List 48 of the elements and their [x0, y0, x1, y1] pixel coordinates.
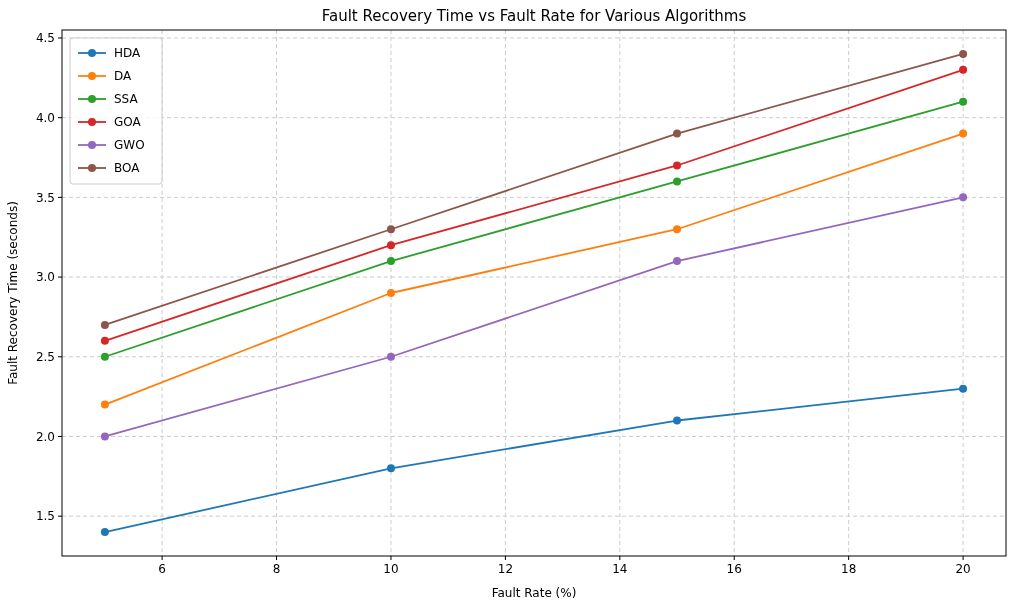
point [386, 257, 395, 266]
legend-label: SSA [114, 92, 139, 107]
x-tick-label: 16 [726, 562, 742, 576]
point [100, 528, 109, 537]
x-tick-label: 12 [497, 562, 514, 576]
point [673, 257, 682, 266]
x-tick-label: 18 [841, 562, 857, 576]
legend-label: GWO [114, 138, 145, 153]
point [386, 225, 395, 234]
y-tick-label: 3.0 [35, 270, 55, 285]
point [673, 177, 682, 186]
x-tick-label: 14 [612, 562, 628, 576]
point [959, 193, 968, 202]
legend-label: BOA [114, 161, 141, 176]
x-tick-label: 6 [158, 562, 166, 576]
point [100, 432, 109, 441]
legend-label: DA [114, 69, 133, 84]
point [959, 129, 968, 138]
y-tick-label: 4.0 [35, 110, 55, 125]
point [100, 336, 109, 345]
y-tick-label: 1.5 [35, 509, 55, 524]
point [959, 65, 968, 74]
point [100, 320, 109, 329]
point [673, 161, 682, 170]
point [959, 97, 968, 106]
legend-label: HDA [114, 46, 142, 61]
point [386, 241, 395, 250]
point [386, 289, 395, 297]
y-tick-label: 2.0 [35, 429, 55, 444]
y-axis-title: Fault Recovery Time (seconds) [6, 201, 20, 385]
point [386, 352, 395, 361]
point [673, 225, 682, 234]
point [386, 464, 395, 473]
y-tick-label: 3.5 [35, 190, 55, 205]
point [959, 49, 968, 58]
point [100, 400, 109, 409]
point [673, 416, 682, 425]
y-tick-label: 2.5 [35, 349, 55, 364]
x-tick-label: 20 [955, 562, 971, 576]
legend-label: GOA [114, 115, 142, 130]
chart-title: Fault Recovery Time vs Fault Rate for Various Algorithms [321, 7, 747, 25]
x-tick-label: 8 [272, 562, 281, 576]
point [673, 129, 682, 138]
y-tick-label: 4.5 [35, 31, 55, 46]
x-tick-label: 10 [383, 562, 399, 576]
x-axis-title: Fault Rate (%) [491, 586, 577, 600]
point [100, 352, 109, 361]
point [959, 384, 968, 393]
